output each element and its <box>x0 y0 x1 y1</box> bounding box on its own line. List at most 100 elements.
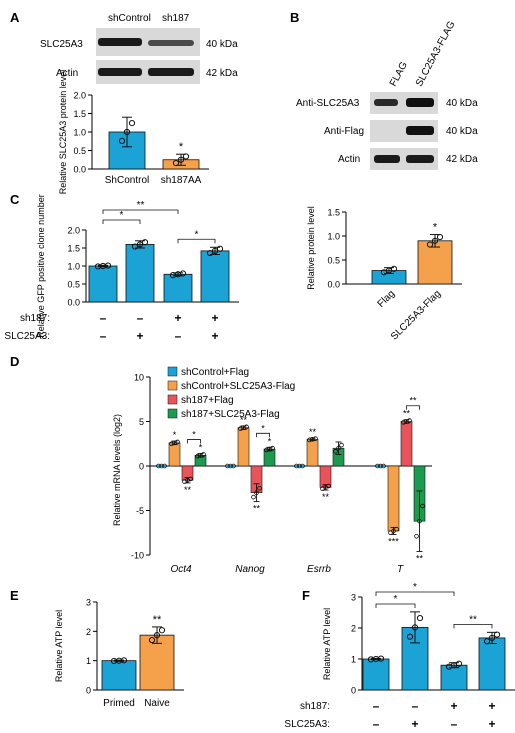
chart-c-sh187-label: sh187: <box>20 313 50 324</box>
panel-letter-f: F <box>302 588 310 603</box>
chart-f-y-label: Relative ATP level <box>322 608 332 680</box>
chart-d-point <box>172 440 177 446</box>
chart-d-point <box>313 436 318 441</box>
chart-d-significance: *** <box>388 537 399 547</box>
chart-d-significance: * <box>268 436 272 446</box>
chart-c-slc25a3-sign: – <box>100 329 107 343</box>
chart-b-point <box>436 233 444 241</box>
chart-c: 0.0 0.5 1.0 1.5 2.0 Relative GFP positive clo… <box>4 194 239 343</box>
chart-d-legend-label: shControl+Flag <box>181 367 249 378</box>
blot-b-row-3-size: 42 kDa <box>446 154 478 165</box>
chart-c-bar <box>200 250 230 303</box>
chart-f-point <box>406 633 414 640</box>
chart-e-significance: ** <box>153 614 162 626</box>
chart-d-legend-label: shControl+SLC25A3-Flag <box>181 381 295 392</box>
chart-a-significance: * <box>179 141 184 153</box>
chart-d-point <box>188 476 193 482</box>
chart-c-bracket <box>177 238 216 244</box>
chart-f-point <box>377 655 385 662</box>
chart-d-legend-swatch <box>167 408 178 419</box>
chart-c-y-tick-label: 2.0 <box>67 226 80 236</box>
chart-d-bracket-label: * <box>261 423 265 433</box>
chart-d-significance: ** <box>403 409 411 419</box>
chart-a-point <box>182 153 190 160</box>
chart-a-y-tick-label: 2.0 <box>73 91 86 101</box>
chart-a-point <box>128 120 136 127</box>
chart-f-bracket <box>453 623 493 629</box>
chart-a-point <box>177 156 185 163</box>
chart-d-point <box>339 442 344 448</box>
chart-f-bar <box>362 658 390 691</box>
chart-d-point <box>336 445 341 451</box>
chart-f-slc25a3-label: SLC25A3: <box>284 719 330 730</box>
chart-a-point <box>123 128 131 136</box>
chart-f-y-tick-label: 1 <box>351 655 356 665</box>
blot-b-band-1-2 <box>406 98 434 107</box>
chart-d-y-tick-label: 10 <box>134 373 144 383</box>
chart-d-bar <box>237 427 250 467</box>
chart-c-bar <box>125 243 155 303</box>
chart-d-y-tick-label: -5 <box>136 506 144 516</box>
chart-f-slc25a3-sign: – <box>373 717 380 731</box>
chart-d-category-label: Esrrb <box>307 564 331 575</box>
chart-d-point <box>420 503 425 509</box>
chart-c-slc25a3-sign: + <box>136 329 143 343</box>
chart-c-bar <box>163 273 193 303</box>
chart-d-point <box>294 463 299 469</box>
chart-b-category-label: Flag <box>376 288 398 310</box>
chart-c-y-tick-label: 1.0 <box>67 262 80 272</box>
chart-f-bracket-label: ** <box>469 614 477 625</box>
chart-e: 0 1 2 3 Relative ATP level ** Primed Naive <box>54 598 184 709</box>
chart-c-bracket <box>102 209 179 214</box>
chart-e-point <box>148 636 156 644</box>
blot-a-lane-1: shControl <box>108 13 151 24</box>
blot-b-band-2-2 <box>406 126 434 135</box>
blot-b-band-3-1 <box>374 155 400 163</box>
chart-f-y-tick-label: 3 <box>351 593 356 603</box>
chart-c-bracket-label: * <box>120 210 124 221</box>
chart-d-significance: * <box>199 443 203 453</box>
chart-d: -10 -5 0 5 10 Relative mRNA levels (log2) shCo… <box>112 366 432 575</box>
chart-f-point <box>493 631 501 638</box>
chart-d-category-label: T <box>397 564 404 575</box>
chart-d-significance: ** <box>322 492 330 502</box>
chart-d-point <box>404 419 409 424</box>
chart-d-significance: ** <box>253 504 261 514</box>
chart-e-y-label: Relative ATP level <box>54 610 64 682</box>
chart-d-legend-swatch <box>167 366 178 377</box>
blot-a-row-1-label: SLC25A3 <box>40 39 83 50</box>
chart-a-y-tick-label: 0.5 <box>73 146 86 156</box>
blot-a-band-2-1 <box>98 68 142 76</box>
chart-f-sh187-sign: – <box>373 699 380 713</box>
chart-d-point <box>201 452 206 457</box>
chart-d-significance: ** <box>416 553 424 563</box>
chart-a-category-label: ShControl <box>105 175 149 186</box>
chart-c-slc25a3-sign: – <box>175 329 182 343</box>
chart-c-point <box>216 245 224 252</box>
chart-d-category-label: Oct4 <box>170 564 192 575</box>
blot-a-row-2-size: 42 kDa <box>206 68 238 79</box>
chart-c-sh187-sign: – <box>137 311 144 325</box>
chart-d-point <box>381 463 386 469</box>
chart-f-bar <box>440 664 468 691</box>
chart-c-bracket <box>102 219 141 224</box>
chart-d-significance: ** <box>309 427 317 437</box>
chart-d-point <box>378 463 383 469</box>
chart-c-slc25a3-sign: + <box>211 329 218 343</box>
chart-f-slc25a3-sign: + <box>411 717 418 731</box>
panel-letter-a: A <box>10 10 20 25</box>
chart-d-y-tick-label: 0 <box>139 462 144 472</box>
chart-e-y-tick-label: 3 <box>86 598 91 608</box>
chart-c-point <box>131 243 139 250</box>
chart-e-point <box>120 657 128 664</box>
chart-a-point <box>118 137 126 144</box>
chart-f-point <box>483 638 491 645</box>
blot-b-lane-1: FLAG <box>388 60 410 88</box>
chart-a-point <box>172 159 180 167</box>
chart-b-bar <box>417 240 453 285</box>
chart-f-y-tick-label: 0 <box>351 686 356 696</box>
blot-b-row-2-size: 40 kDa <box>446 126 478 137</box>
chart-f-sh187-sign: + <box>450 699 457 713</box>
